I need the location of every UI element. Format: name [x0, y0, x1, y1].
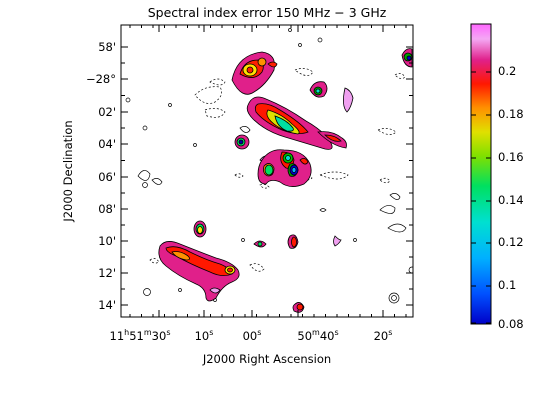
y-tick-label: 12' — [98, 266, 116, 280]
y-tick-label: 06' — [98, 170, 116, 184]
y-tick-label: 14' — [98, 298, 116, 312]
figure-title: Spectral index error 150 MHz − 3 GHz — [148, 5, 387, 20]
y-tick-label: 02' — [98, 105, 116, 119]
colorbar-tick-label: 0.2 — [498, 64, 516, 78]
colorbar-ticks — [471, 71, 491, 324]
contour-map — [125, 28, 413, 313]
axis-ticks — [121, 25, 413, 317]
colorbar-tick-label: 0.1 — [498, 278, 516, 292]
colorbar-tick-label: 0.16 — [498, 150, 524, 164]
image-plot-area — [120, 24, 414, 318]
y-tick-label: 10' — [98, 234, 116, 248]
x-tick-label: 50m40s — [297, 328, 338, 343]
x-tick-label: 20s — [374, 328, 393, 343]
y-axis-label: J2000 Declination — [61, 120, 75, 222]
colorbar-tick-label: 0.12 — [498, 235, 524, 249]
colorbar-tick-label: 0.14 — [498, 193, 524, 207]
y-axis-tick-labels: 58' −28° 02' 04' 06' 08' 10' 12' 14' — [86, 40, 116, 312]
x-tick-label: 10s — [195, 328, 214, 343]
y-tick-label: 08' — [98, 202, 116, 216]
x-tick-label: 00s — [243, 328, 262, 343]
colorbar-gradient — [470, 23, 492, 325]
colorbar-tick-label: 0.08 — [498, 317, 524, 331]
colorbar-tick-label: 0.18 — [498, 107, 524, 121]
colorbar: 0.2 0.18 0.16 0.14 0.12 0.1 0.08 — [470, 23, 524, 331]
y-tick-label: 04' — [98, 137, 116, 151]
x-axis-label: J2000 Right Ascension — [202, 352, 331, 366]
y-tick-label: −28° — [86, 72, 116, 86]
x-axis-tick-labels: 11h51m30s 10s 00s 50m40s 20s — [110, 328, 393, 343]
y-tick-label: 58' — [98, 40, 116, 54]
x-tick-label: 11h51m30s — [110, 328, 171, 343]
